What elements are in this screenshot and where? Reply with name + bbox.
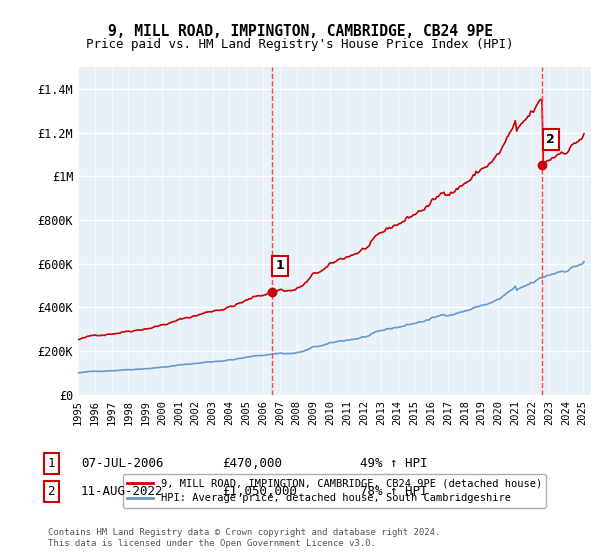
Text: 1: 1 — [47, 457, 55, 470]
Text: 49% ↑ HPI: 49% ↑ HPI — [360, 457, 427, 470]
Text: 78% ↑ HPI: 78% ↑ HPI — [360, 485, 427, 498]
Text: 1: 1 — [276, 259, 284, 273]
Legend: 9, MILL ROAD, IMPINGTON, CAMBRIDGE, CB24 9PE (detached house), HPI: Average pric: 9, MILL ROAD, IMPINGTON, CAMBRIDGE, CB24… — [122, 474, 547, 507]
Text: £1,050,000: £1,050,000 — [222, 485, 297, 498]
Text: £470,000: £470,000 — [222, 457, 282, 470]
Text: 11-AUG-2022: 11-AUG-2022 — [81, 485, 163, 498]
Text: 07-JUL-2006: 07-JUL-2006 — [81, 457, 163, 470]
Text: 9, MILL ROAD, IMPINGTON, CAMBRIDGE, CB24 9PE: 9, MILL ROAD, IMPINGTON, CAMBRIDGE, CB24… — [107, 24, 493, 39]
Text: Contains HM Land Registry data © Crown copyright and database right 2024.
This d: Contains HM Land Registry data © Crown c… — [48, 528, 440, 548]
Text: Price paid vs. HM Land Registry's House Price Index (HPI): Price paid vs. HM Land Registry's House … — [86, 38, 514, 50]
Text: 2: 2 — [547, 133, 555, 146]
Text: 2: 2 — [47, 485, 55, 498]
